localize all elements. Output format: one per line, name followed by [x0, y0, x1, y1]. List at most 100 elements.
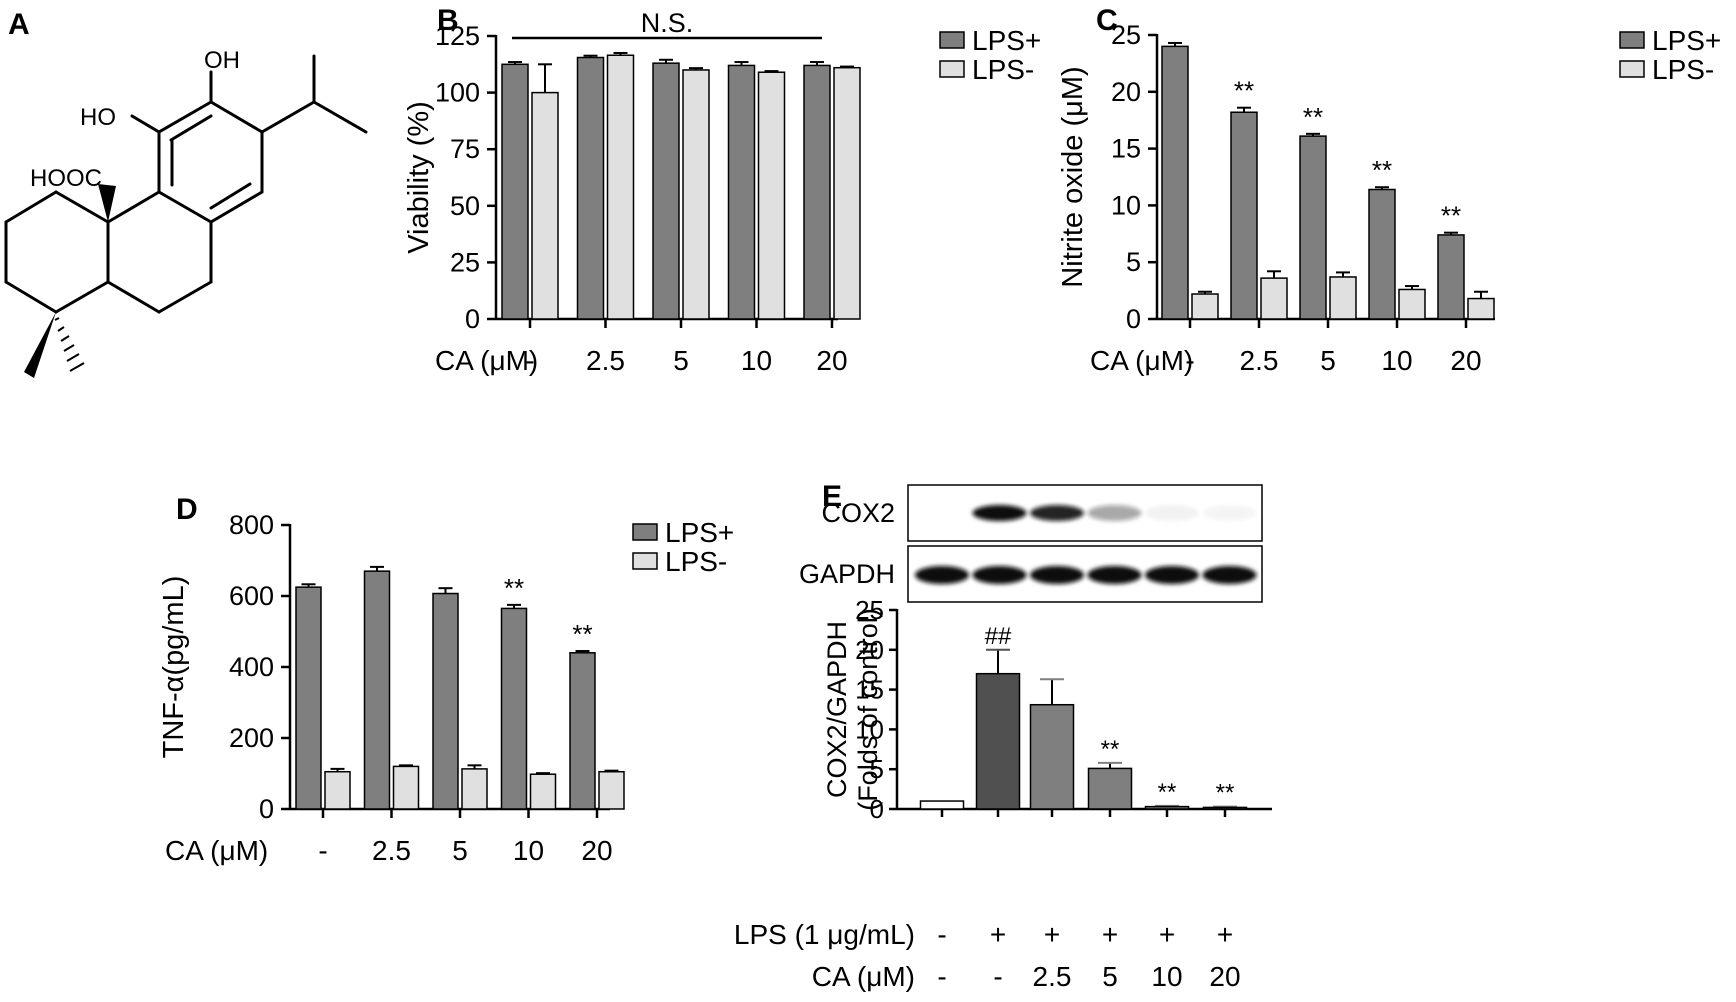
x-tick-label: 5 [1320, 345, 1336, 376]
y-tick-label: 25 [855, 595, 884, 625]
blot-band [1202, 566, 1257, 584]
x-tick-label: 10 [513, 835, 544, 866]
x-tick-label: 2.5 [1240, 345, 1279, 376]
y-tick-label: 200 [229, 723, 274, 753]
bar [727, 64, 756, 320]
x-tick-label: 5 [673, 345, 689, 376]
y-tick-label: 125 [435, 21, 480, 51]
ca-row-value: - [937, 961, 946, 992]
x-tick-label: 2.5 [586, 345, 625, 376]
bar [500, 607, 528, 810]
bar [1029, 703, 1075, 810]
y-axis-label: TNF-α(pg/mL) [158, 576, 190, 759]
lps-row-value: - [937, 919, 946, 950]
ca-row-value: 2.5 [1033, 961, 1072, 992]
ca-row-value: 20 [1209, 961, 1240, 992]
blot-band [972, 566, 1027, 584]
lps-row-value: + [1044, 919, 1060, 950]
y-tick-label: 10 [1111, 190, 1141, 220]
hashed-bond [54, 317, 85, 372]
panel-c-chart: C 0 5 10 15 20 25 Nitrite oxide (μM) CA (μM)- 2.5… [1057, 4, 1721, 376]
y-tick-label: 15 [855, 675, 884, 705]
ca-row-value: - [993, 961, 1002, 992]
blot-band [972, 505, 1027, 521]
legend-label: LPS- [1652, 54, 1714, 85]
bar [1260, 277, 1288, 320]
bar [975, 672, 1021, 810]
panel-a-letter: A [8, 8, 30, 41]
bar [1329, 276, 1357, 320]
legend-label: LPS- [972, 54, 1034, 85]
bar [576, 56, 605, 320]
lps-row-value: + [990, 919, 1006, 950]
y-axis-label: Viability (%) [403, 101, 435, 254]
blot-band [1030, 505, 1084, 521]
bar [1202, 806, 1248, 810]
y-tick-label: 600 [229, 581, 274, 611]
x-tick-label: 10 [741, 345, 772, 376]
legend-label: LPS+ [1652, 25, 1721, 56]
x-axis-label: CA (μM) [1090, 345, 1193, 376]
bar [531, 91, 559, 320]
lps-row-value: + [1217, 919, 1233, 950]
bar [529, 773, 557, 810]
y-axis-label: COX2/GAPDH [822, 621, 852, 798]
bar [501, 63, 529, 320]
blot-band [915, 566, 969, 584]
legend-swatch [1619, 60, 1645, 78]
bar [652, 62, 680, 320]
x-tick-label: 5 [452, 835, 468, 866]
bar [1398, 288, 1426, 320]
significance-mark: ## [985, 623, 1012, 650]
x-tick-label: 20 [1450, 345, 1481, 376]
panel-b-letter: B [437, 4, 459, 37]
blot-band [1087, 566, 1142, 584]
lps-row-label: LPS (1 μg/mL) [734, 919, 915, 950]
bar [833, 66, 861, 320]
legend-label: LPS- [665, 546, 727, 577]
bar [919, 800, 965, 810]
panel-b-chart: B 0 25 50 75 100 125 Viability (%) CA (μM)- 2.5 5 1… [403, 4, 1041, 376]
legend-label: LPS+ [972, 25, 1041, 56]
y-tick-label: 800 [229, 510, 274, 540]
x-axis-label: CA (μM) [165, 835, 268, 866]
bar [1437, 234, 1465, 320]
significance-mark: ** [1101, 736, 1120, 763]
oh-left-label: HO [80, 104, 116, 131]
blot-band [1030, 566, 1084, 584]
significance-mark: ** [1372, 155, 1392, 185]
ca-row-value: 10 [1151, 961, 1182, 992]
blot-band [1145, 505, 1199, 521]
x-tick-label: - [1185, 345, 1194, 376]
y-tick-label: 25 [450, 247, 480, 277]
y-tick-label: 5 [870, 754, 884, 784]
y-tick-label: 10 [855, 714, 884, 744]
panel-a: A [4, 8, 368, 378]
y-axis-label: Nitrite oxide (μM) [1057, 66, 1089, 287]
legend-swatch [632, 523, 658, 541]
carnosic-acid-structure [4, 54, 368, 314]
bar [363, 570, 391, 810]
y-tick-label: 25 [1111, 20, 1141, 50]
y-tick-label: 0 [465, 304, 480, 334]
significance-mark: ** [572, 619, 592, 649]
bar [1144, 805, 1190, 810]
oh-top-label: OH [204, 47, 240, 74]
legend-label: LPS+ [665, 517, 734, 548]
bar [1368, 188, 1396, 320]
bar [432, 592, 459, 810]
ca-row-value: 5 [1102, 961, 1118, 992]
significance-mark: ** [1158, 779, 1177, 806]
bar [392, 765, 420, 810]
x-tick-label: - [525, 345, 534, 376]
blot-band [1202, 505, 1257, 521]
bar [1191, 293, 1219, 320]
y-tick-label: 20 [855, 635, 884, 665]
y-tick-label: 15 [1111, 134, 1141, 164]
bar [757, 71, 786, 320]
legend-swatch [939, 60, 965, 78]
legend-swatch [939, 31, 965, 49]
legend-swatch [632, 552, 658, 570]
